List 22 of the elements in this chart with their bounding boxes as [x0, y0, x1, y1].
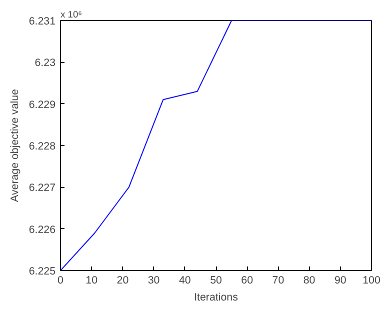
- x-tick-label: 90: [334, 274, 346, 286]
- y-tick-label: 6.227: [28, 182, 56, 194]
- line-series: [60, 20, 372, 270]
- x-tick-label: 20: [116, 274, 129, 286]
- y-tick-label: 6.229: [28, 98, 56, 111]
- y-tick-label: 6.231: [28, 16, 56, 28]
- x-axis-title: Iterations: [194, 292, 238, 304]
- x-tick-label: 40: [178, 274, 191, 286]
- x-tick-label: 50: [210, 274, 222, 286]
- x-tick-label: 60: [241, 274, 254, 286]
- x-tick-label: 30: [148, 274, 160, 286]
- y-tick-label: 6.228: [28, 140, 56, 152]
- x-tick-label: 70: [272, 274, 284, 286]
- text: x 10⁶: [60, 10, 82, 20]
- y-axis-title: Average objective value: [8, 88, 21, 202]
- x-tick-label: 80: [303, 274, 316, 286]
- x-tick-label: 0: [58, 274, 64, 286]
- x-tick-label: 100: [362, 274, 380, 286]
- x-tick-label: 10: [86, 274, 98, 286]
- y-tick-label: 6.226: [28, 224, 56, 236]
- y-tick-label: 6.23: [34, 57, 56, 70]
- y-tick-label: 6.225: [28, 266, 56, 278]
